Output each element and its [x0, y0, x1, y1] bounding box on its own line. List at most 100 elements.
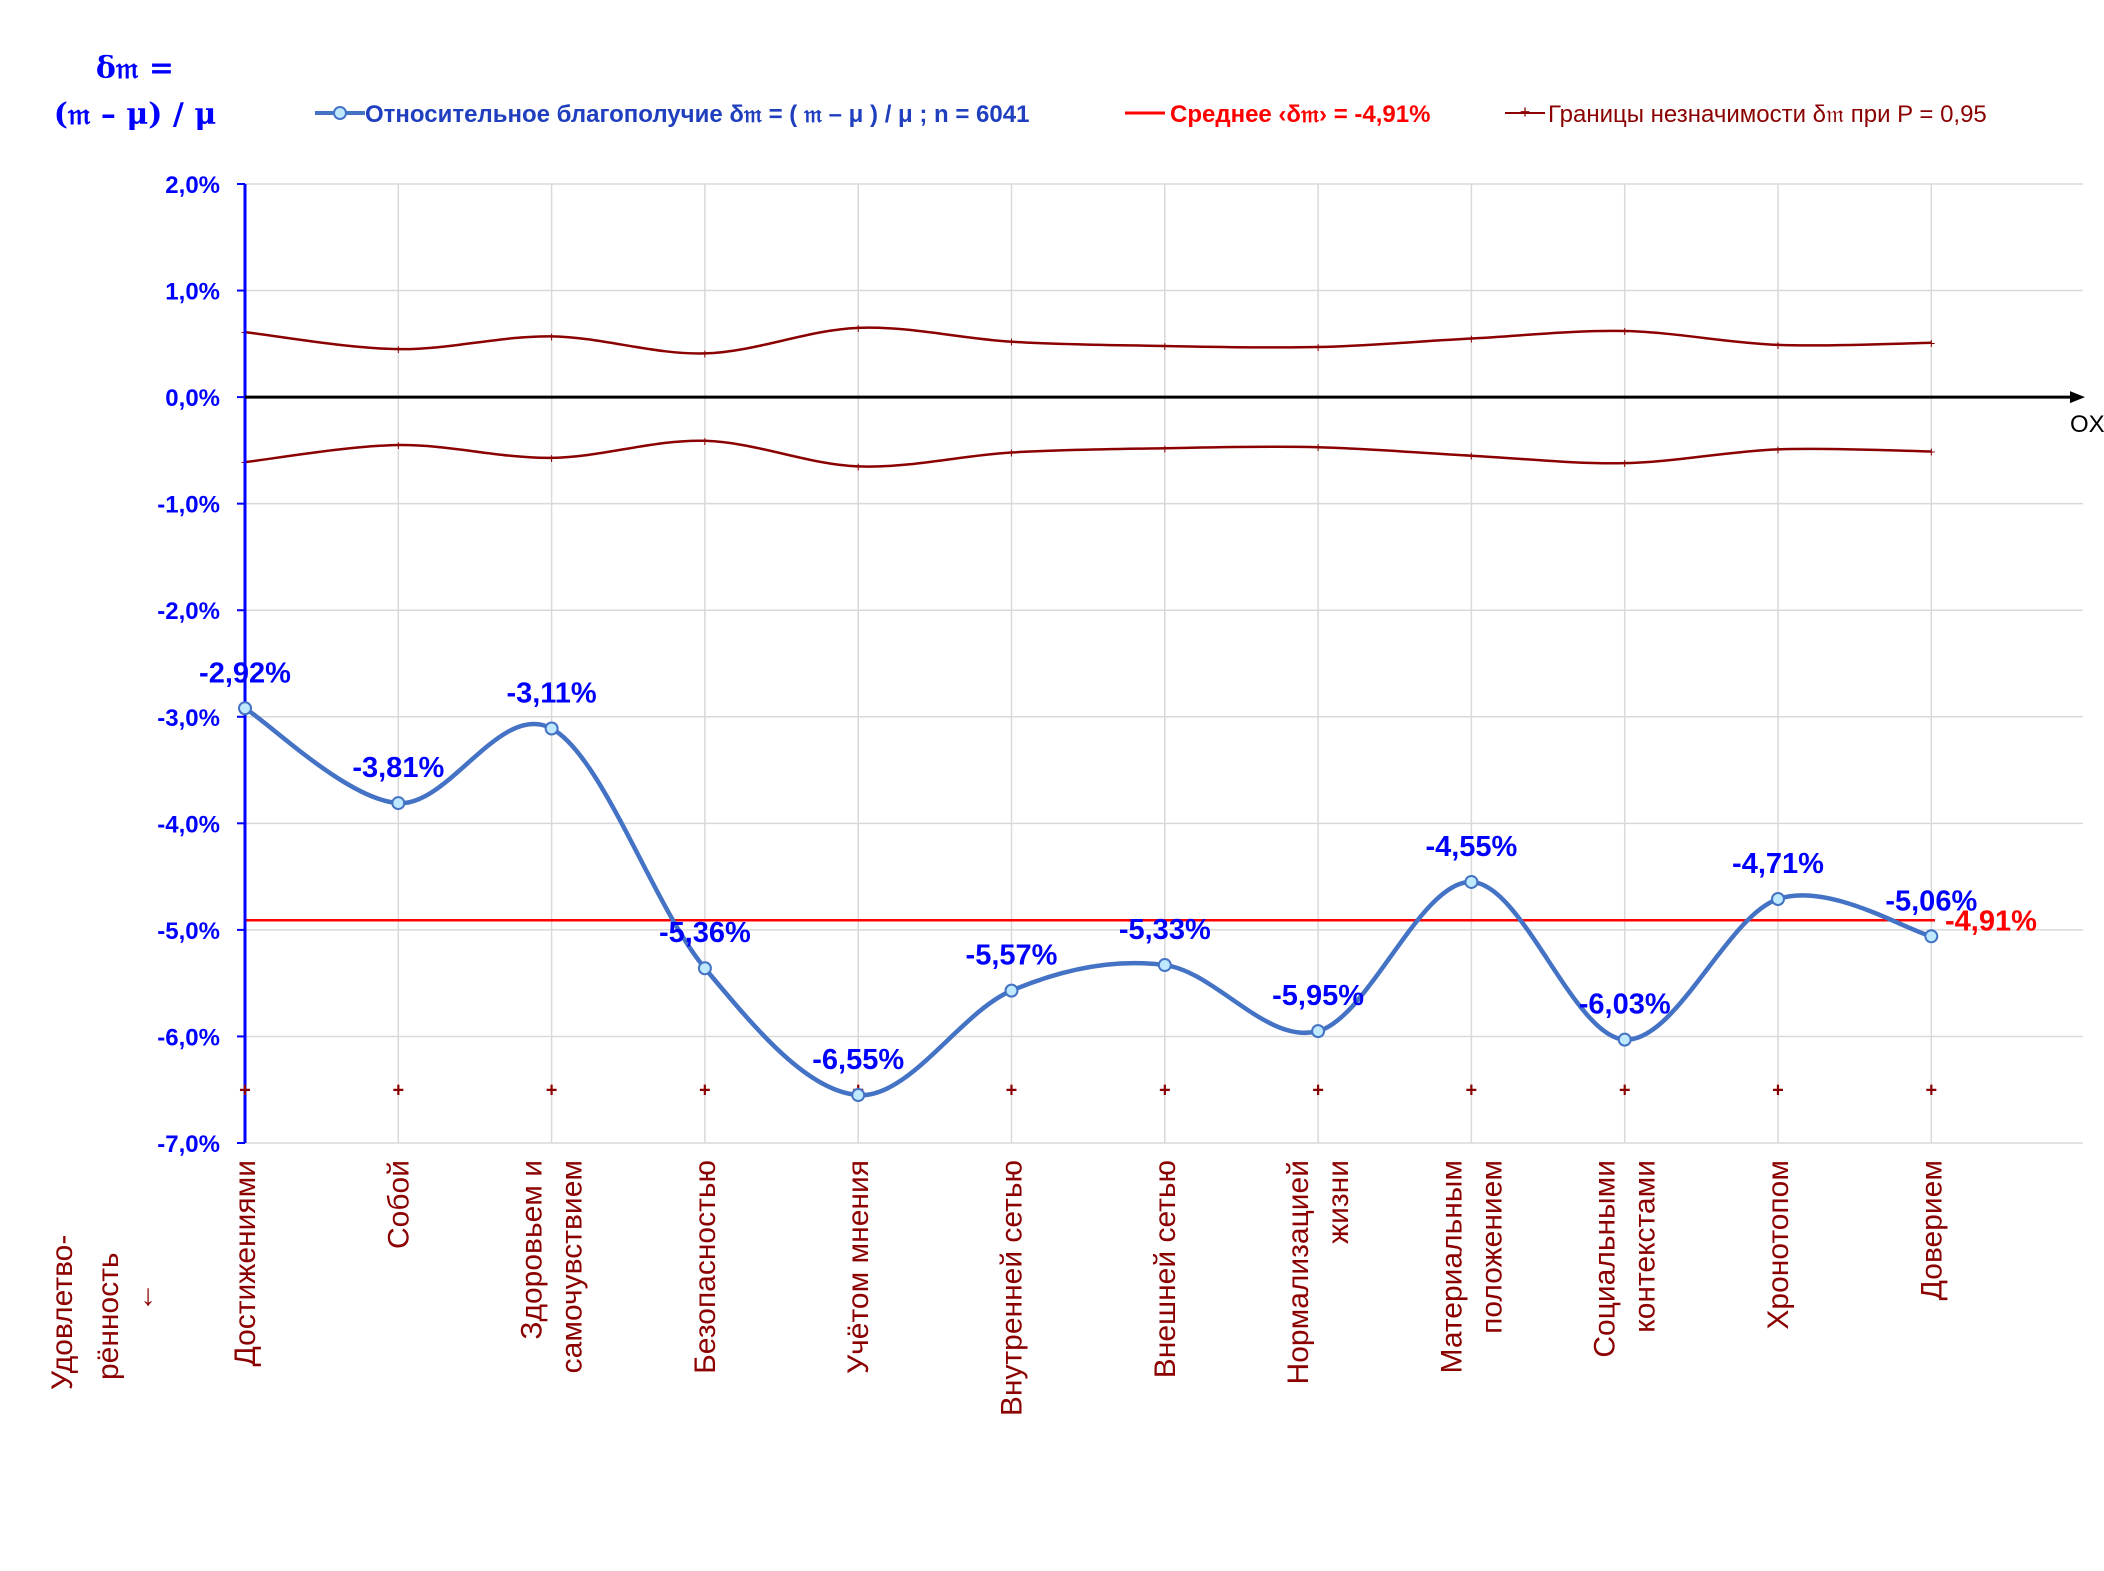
bound-marker: + — [1161, 440, 1169, 456]
category-label: Собой — [382, 1160, 415, 1249]
y-tick-label: 2,0% — [165, 172, 220, 199]
bound-marker: + — [1621, 323, 1629, 339]
data-label: -6,55% — [812, 1044, 904, 1076]
legend-series-bounds: Границы незначимости δ𝔪 при P = 0,95 — [1548, 101, 1987, 128]
y-tick-label: -1,0% — [157, 492, 220, 519]
bound-marker: + — [394, 341, 402, 357]
y-title-line1: δ𝔪 = — [96, 51, 174, 86]
data-label: -5,95% — [1272, 980, 1364, 1012]
y-title-line2: (𝔪 – μ) / μ — [54, 97, 217, 132]
category-label: Внутренней сетью — [996, 1160, 1029, 1416]
data-label: -6,03% — [1579, 989, 1671, 1021]
data-label: -3,81% — [352, 752, 444, 784]
row-marker: + — [1312, 1080, 1324, 1102]
bound-marker: + — [1314, 339, 1322, 355]
row-marker: + — [699, 1080, 711, 1102]
bound-line-lower — [244, 439, 1932, 468]
data-point — [1771, 891, 1785, 906]
left-category-title-line2: рённость — [92, 1252, 125, 1380]
data-point — [1004, 983, 1019, 998]
svg-text:+: + — [1520, 102, 1531, 122]
left-category-arrow: ↓ — [141, 1279, 156, 1312]
bound-marker: + — [548, 328, 556, 344]
marker-row: ++++++++++++ — [239, 1080, 1937, 1102]
row-marker: + — [1006, 1080, 1018, 1102]
data-label: -4,55% — [1425, 831, 1517, 863]
data-point — [238, 701, 252, 716]
category-label: контекстами — [1629, 1160, 1662, 1333]
main-series: -2,92% -3,81% -3,11% -5,36% -6,55% -5,57% -5,3… — [199, 657, 1977, 1103]
axes — [243, 184, 2085, 1143]
gridlines — [245, 183, 2083, 1144]
bound-marker: + — [1467, 448, 1475, 464]
legend-series-average: Среднее ‹δ𝔪› = -4,91% — [1170, 101, 1430, 128]
left-category-title-line1: Удовлетво- — [46, 1235, 79, 1390]
bound-marker: + — [394, 437, 402, 453]
bound-marker: + — [1927, 335, 1935, 351]
bound-marker: + — [1007, 334, 1015, 350]
data-point — [1311, 1024, 1326, 1039]
bound-marker: + — [1007, 445, 1015, 461]
category-label: Нормализацией — [1282, 1160, 1315, 1384]
legend: Относительное благополучие δ𝔪 = ( 𝔪 – μ … — [315, 101, 1987, 128]
y-tick-label: -2,0% — [157, 598, 220, 625]
y-tick-label: -7,0% — [157, 1131, 220, 1158]
row-marker: + — [1159, 1080, 1171, 1102]
data-label: -5,06% — [1885, 885, 1977, 917]
data-label: -5,57% — [966, 940, 1058, 972]
y-tick-label: -3,0% — [157, 705, 220, 732]
bound-marker: + — [854, 458, 862, 474]
category-label: положением — [1475, 1160, 1508, 1334]
bound-line-upper — [244, 326, 1932, 355]
data-label: -4,71% — [1732, 848, 1824, 880]
x-axis-arrow — [2070, 391, 2085, 404]
category-label: Хронотопом — [1762, 1160, 1795, 1330]
bound-marker: + — [1927, 443, 1935, 459]
y-tick-label: 0,0% — [165, 385, 220, 412]
y-tick-label: -6,0% — [157, 1024, 220, 1051]
bound-marker: + — [1314, 439, 1322, 455]
data-point — [851, 1088, 866, 1103]
data-point — [1157, 958, 1172, 973]
bound-marker: + — [701, 345, 709, 361]
main-series-line — [243, 706, 1932, 1098]
average-value-label: -4,91% — [1945, 905, 2037, 937]
bound-marker: + — [1621, 455, 1629, 471]
data-point — [544, 721, 559, 736]
category-label: самочувствием — [556, 1160, 589, 1373]
bound-marker: + — [548, 450, 556, 466]
category-label: Материальным — [1435, 1160, 1468, 1373]
average-line: -4,91% — [245, 905, 2037, 937]
y-tick-label: 1,0% — [165, 279, 220, 306]
left-category-title: Удовлетво- рённость ↓ — [46, 1235, 156, 1390]
bound-marker: + — [1774, 441, 1782, 457]
bound-marker: + — [854, 320, 862, 336]
data-point — [1617, 1032, 1632, 1047]
bound-marker: + — [1467, 331, 1475, 347]
legend-series-main: Относительное благополучие δ𝔪 = ( 𝔪 – μ … — [365, 101, 1029, 128]
data-point — [1924, 929, 1939, 944]
row-marker: + — [1925, 1080, 1937, 1102]
data-label: -5,36% — [659, 917, 751, 949]
data-label: -3,11% — [506, 677, 596, 709]
row-marker: + — [1772, 1080, 1784, 1102]
category-label: Доверием — [1915, 1160, 1948, 1300]
bound-marker: + — [1774, 337, 1782, 353]
data-label: -2,92% — [199, 657, 291, 689]
row-marker: + — [1619, 1080, 1631, 1102]
bound-marker: + — [701, 433, 709, 449]
category-label: Учётом мнения — [842, 1160, 875, 1374]
category-label: Здоровьем и — [516, 1160, 549, 1340]
row-marker: + — [239, 1080, 251, 1102]
row-marker: + — [392, 1080, 404, 1102]
category-labels: Достижениями Собой Здоровьем и самочувствие… — [229, 1160, 1948, 1416]
category-label: Внешней сетью — [1149, 1160, 1182, 1378]
data-label: -5,33% — [1119, 914, 1211, 946]
y-tick-labels: 2,0% 1,0% 0,0% -1,0% -2,0% -3,0% -4,0% -5,0% -6,… — [157, 172, 245, 1158]
y-tick-label: -5,0% — [157, 918, 220, 945]
data-point — [391, 796, 406, 811]
bound-marker: + — [1161, 338, 1169, 354]
data-point — [1464, 874, 1479, 889]
category-label: Безопасностью — [689, 1160, 722, 1374]
